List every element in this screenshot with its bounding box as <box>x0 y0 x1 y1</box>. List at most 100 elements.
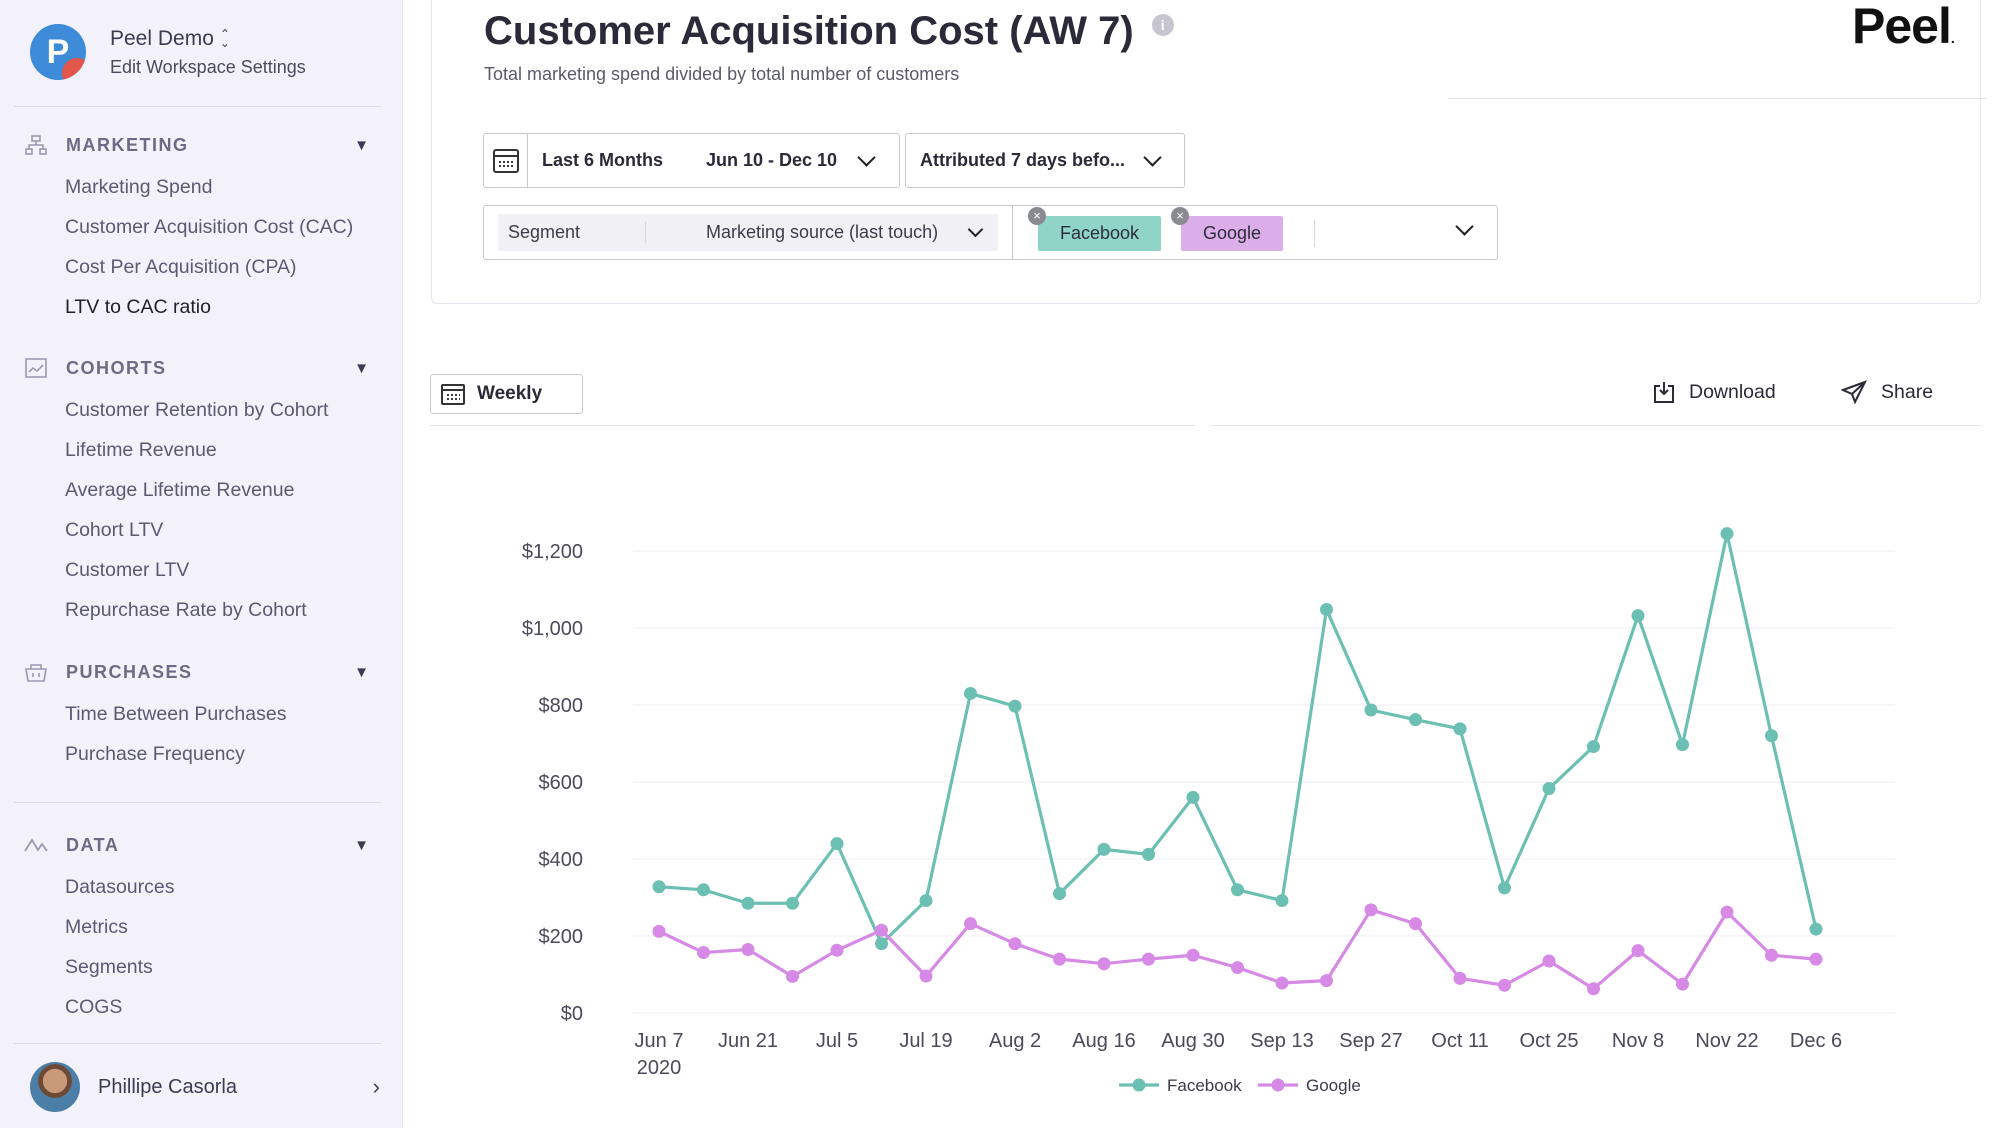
data-point-facebook <box>1320 603 1333 617</box>
workspace-name[interactable]: Peel Demo ⌃ ⌄ <box>110 26 230 50</box>
data-point-facebook <box>1008 699 1022 713</box>
data-point-google <box>1453 971 1467 985</box>
remove-chip-icon[interactable]: × <box>1171 207 1189 225</box>
basket-icon <box>24 661 48 683</box>
data-point-google <box>1631 944 1645 958</box>
data-point-facebook <box>1765 729 1778 743</box>
segment-dropdown[interactable]: Segment Marketing source (last touch) <box>498 214 998 251</box>
sidebar-item-lifetime-revenue[interactable]: Lifetime Revenue <box>65 439 217 461</box>
sidebar-item-cohort-ltv[interactable]: Cohort LTV <box>65 519 164 541</box>
sidebar-item-purchase-frequency[interactable]: Purchase Frequency <box>65 743 245 765</box>
data-point-google <box>1053 952 1066 966</box>
workspace-switcher[interactable]: P Peel Demo ⌃ ⌄ Edit Workspace Settings <box>30 24 306 80</box>
granularity-dropdown[interactable]: Weekly <box>430 374 583 414</box>
collapse-caret-icon[interactable]: ▼ <box>354 359 369 377</box>
data-point-facebook <box>1097 842 1111 856</box>
sidebar-section-cohorts[interactable]: COHORTS ▼ <box>24 357 369 379</box>
x-tick-label: Nov 8 <box>1612 1030 1664 1052</box>
x-tick-label: Sep 27 <box>1339 1030 1402 1052</box>
data-point-facebook <box>786 896 799 910</box>
download-button[interactable]: Download <box>1653 380 1776 404</box>
sidebar-item-marketing-spend[interactable]: Marketing Spend <box>65 176 213 198</box>
brand-logo: Peel. <box>1852 0 1955 54</box>
sidebar-item-cac[interactable]: Customer Acquisition Cost (CAC) <box>65 216 354 238</box>
x-tick-label: Jun 21 <box>718 1030 778 1052</box>
edit-workspace-settings-link[interactable]: Edit Workspace Settings <box>110 56 306 77</box>
x-tick-label: Oct 25 <box>1520 1030 1579 1052</box>
remove-chip-icon[interactable]: × <box>1028 207 1046 225</box>
attribution-dropdown[interactable]: Attributed 7 days befo... <box>905 133 1185 188</box>
updown-chevron-icon: ⌃ ⌄ <box>219 26 230 50</box>
sidebar-item-repurchase-rate[interactable]: Repurchase Rate by Cohort <box>65 599 307 621</box>
data-point-facebook <box>1542 782 1556 796</box>
x-tick-label: Nov 22 <box>1695 1030 1758 1052</box>
report-header-card: Customer Acquisition Cost (AW 7) i Total… <box>431 0 1986 304</box>
hierarchy-icon <box>24 134 48 156</box>
data-point-google <box>1008 937 1022 951</box>
data-point-google <box>1765 948 1778 962</box>
chevron-down-icon <box>1143 148 1162 167</box>
x-tick-label: Jun 7 <box>635 1030 684 1052</box>
chevron-down-icon <box>967 221 984 238</box>
workspace-logo: P <box>30 24 86 80</box>
data-point-facebook <box>697 883 710 897</box>
share-icon <box>1841 380 1867 404</box>
data-point-facebook <box>1631 609 1645 623</box>
data-point-facebook <box>1275 894 1289 908</box>
data-point-facebook <box>830 837 844 851</box>
sidebar-section-purchases[interactable]: PURCHASES ▼ <box>24 661 369 683</box>
sidebar-item-metrics[interactable]: Metrics <box>65 916 128 938</box>
line-wave-icon <box>24 834 48 856</box>
y-tick-label: $0 <box>561 1003 583 1025</box>
cohort-chart-icon <box>24 357 48 379</box>
info-icon[interactable]: i <box>1151 13 1174 36</box>
data-point-google <box>1097 957 1111 971</box>
data-point-facebook <box>1676 738 1689 752</box>
x-tick-label: Dec 6 <box>1790 1030 1842 1052</box>
sidebar-item-cpa[interactable]: Cost Per Acquisition (CPA) <box>65 256 297 278</box>
data-point-facebook <box>1809 922 1823 936</box>
segment-label: Segment <box>498 222 646 243</box>
legend-label-facebook: Facebook <box>1167 1076 1242 1095</box>
sidebar-section-marketing[interactable]: MARKETING ▼ <box>24 134 369 156</box>
data-point-google <box>1720 905 1734 919</box>
cac-line-chart: $0 $200 $400 $600 $800 $1,000 $1,200 Jun 7 Jun 2… <box>522 527 1895 1095</box>
calendar-icon <box>441 383 465 405</box>
x-tick-label: Sep 13 <box>1250 1030 1313 1052</box>
collapse-caret-icon[interactable]: ▼ <box>354 136 369 154</box>
data-point-google <box>1186 948 1200 962</box>
sidebar-item-cogs[interactable]: COGS <box>65 996 123 1018</box>
data-point-google <box>1498 978 1511 992</box>
sidebar-item-datasources[interactable]: Datasources <box>65 876 175 898</box>
sidebar: P Peel Demo ⌃ ⌄ Edit Workspace Settings M… <box>0 0 403 1128</box>
sidebar-divider <box>14 802 381 803</box>
user-menu[interactable]: Phillipe Casorla › <box>30 1062 380 1112</box>
data-point-google <box>1542 954 1556 968</box>
main-content: Customer Acquisition Cost (AW 7) i Total… <box>403 0 1999 1128</box>
collapse-caret-icon[interactable]: ▼ <box>354 836 369 854</box>
data-point-google <box>1275 976 1289 990</box>
chevron-down-icon[interactable] <box>1455 217 1474 236</box>
data-point-google <box>1409 917 1422 931</box>
y-tick-label: $200 <box>539 926 584 948</box>
share-button[interactable]: Share <box>1841 380 1933 404</box>
data-point-google <box>1364 903 1378 917</box>
sidebar-item-time-between-purchases[interactable]: Time Between Purchases <box>65 703 287 725</box>
sidebar-item-customer-ltv[interactable]: Customer LTV <box>65 559 190 581</box>
legend-marker-facebook <box>1132 1078 1146 1092</box>
sidebar-item-segments[interactable]: Segments <box>65 956 153 978</box>
collapse-caret-icon[interactable]: ▼ <box>354 663 369 681</box>
segment-chip-facebook[interactable]: × Facebook <box>1028 207 1162 251</box>
sidebar-divider <box>14 106 381 107</box>
data-point-facebook <box>1053 887 1066 901</box>
date-range-picker[interactable]: Last 6 Months Jun 10 - Dec 10 <box>483 133 900 188</box>
y-tick-label: $400 <box>539 849 584 871</box>
date-range-dates: Jun 10 - Dec 10 <box>706 150 838 170</box>
data-point-google <box>1809 952 1823 966</box>
sidebar-item-ltv-to-cac[interactable]: LTV to CAC ratio <box>65 296 211 318</box>
series-line-facebook <box>658 532 1818 946</box>
sidebar-item-customer-retention[interactable]: Customer Retention by Cohort <box>65 399 329 421</box>
sidebar-item-average-lifetime-revenue[interactable]: Average Lifetime Revenue <box>65 479 295 501</box>
segment-chip-google[interactable]: × Google <box>1171 207 1284 251</box>
sidebar-section-data[interactable]: DATA ▼ <box>24 834 369 856</box>
